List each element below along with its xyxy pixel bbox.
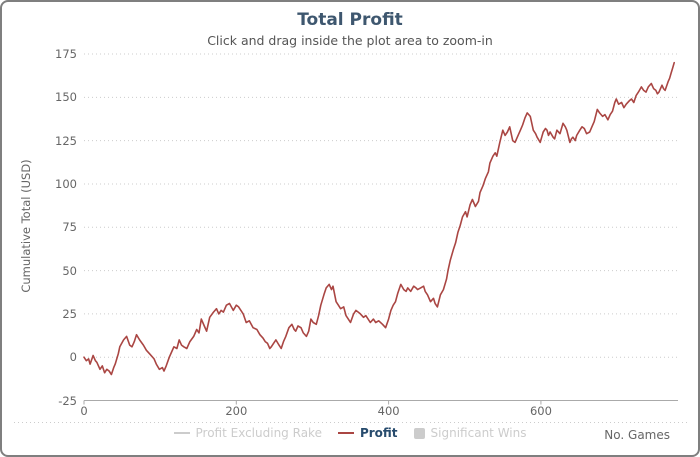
line-marker-icon [173, 432, 190, 434]
legend: Profit Excluding Rake Profit Significant… [2, 426, 698, 440]
legend-item-profit-excluding-rake[interactable]: Profit Excluding Rake [173, 426, 322, 440]
y-axis-tick-label: 0 [69, 350, 77, 365]
x-axis-title: No. Games [604, 428, 670, 442]
series-line-profit [83, 61, 675, 376]
x-axis-tick-label: 400 [377, 404, 400, 418]
square-marker-icon [413, 427, 425, 439]
legend-item-significant-wins[interactable]: Significant Wins [413, 426, 527, 440]
chart-subtitle: Click and drag inside the plot area to z… [207, 33, 493, 48]
legend-label: Profit Excluding Rake [195, 426, 322, 440]
legend-item-profit[interactable]: Profit [337, 426, 398, 440]
y-axis-tick-label: 125 [55, 133, 77, 148]
y-axis-tick-label: 175 [55, 47, 77, 61]
y-axis-tick-label: 75 [62, 220, 77, 235]
legend-label: Significant Wins [430, 426, 527, 440]
y-axis-tick-label: 50 [62, 263, 77, 278]
y-axis-tick-label: 150 [55, 90, 77, 105]
x-axis-tick-label: 600 [529, 404, 552, 418]
legend-label: Profit [359, 426, 398, 440]
x-axis-tick-label: 0 [80, 404, 88, 418]
plot-area[interactable] [84, 54, 678, 401]
line-marker-icon [337, 432, 354, 434]
chart-title: Total Profit [297, 10, 403, 30]
y-axis-tick-label: -25 [58, 393, 77, 408]
x-axis-tick-label: 200 [225, 404, 248, 418]
y-axis-tick-label: 25 [62, 306, 77, 321]
y-axis-tick-label: 100 [55, 176, 77, 191]
